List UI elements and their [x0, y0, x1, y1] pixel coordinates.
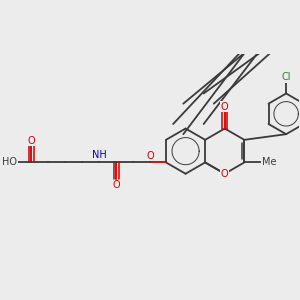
Text: O: O	[221, 169, 229, 179]
Text: O: O	[112, 180, 120, 190]
Text: NH: NH	[92, 150, 107, 160]
Text: O: O	[28, 136, 35, 146]
Text: HO: HO	[2, 158, 17, 167]
Text: Me: Me	[262, 158, 276, 167]
Text: O: O	[146, 151, 154, 161]
Text: Cl: Cl	[281, 72, 291, 82]
Text: O: O	[221, 102, 229, 112]
